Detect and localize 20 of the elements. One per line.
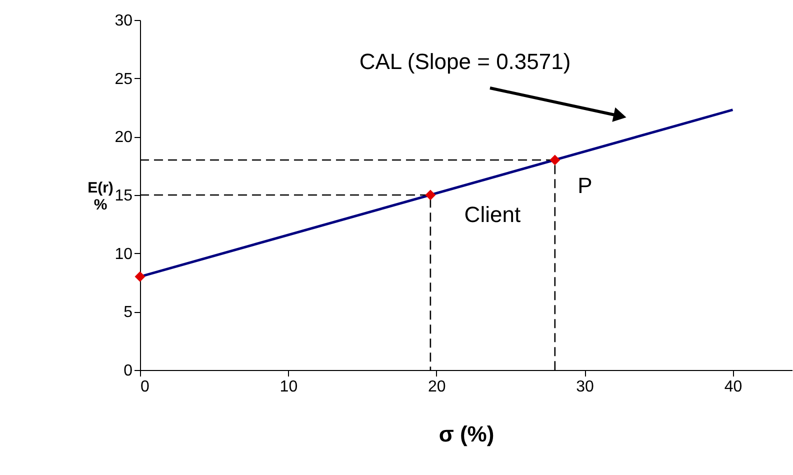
point bbox=[134, 271, 146, 282]
x-tick-label: 30 bbox=[576, 378, 594, 396]
annotation: CAL (Slope = 0.3571) bbox=[359, 49, 571, 74]
x-axis-title: σ (%) bbox=[438, 422, 494, 446]
x-tick-label: 10 bbox=[280, 378, 298, 396]
y-axis-title: E(r) % bbox=[88, 180, 114, 214]
y-tick-label: 20 bbox=[114, 129, 133, 146]
y-tick-label: 15 bbox=[114, 188, 133, 204]
point bbox=[425, 190, 436, 200]
y-tick-label: 10 bbox=[114, 246, 133, 263]
x-tick-label: 40 bbox=[724, 378, 742, 396]
x-tick-label: 20 bbox=[428, 378, 446, 396]
y-tick-label: 0 bbox=[124, 362, 133, 380]
y-tick-label: 25 bbox=[114, 70, 133, 88]
annotation: P bbox=[578, 173, 592, 198]
y-tick-label: 5 bbox=[124, 304, 133, 322]
annotation: Client bbox=[464, 202, 521, 227]
y-tick-label: 30 bbox=[114, 12, 133, 30]
x-tick-label: 0 bbox=[140, 378, 150, 396]
point bbox=[550, 154, 560, 166]
